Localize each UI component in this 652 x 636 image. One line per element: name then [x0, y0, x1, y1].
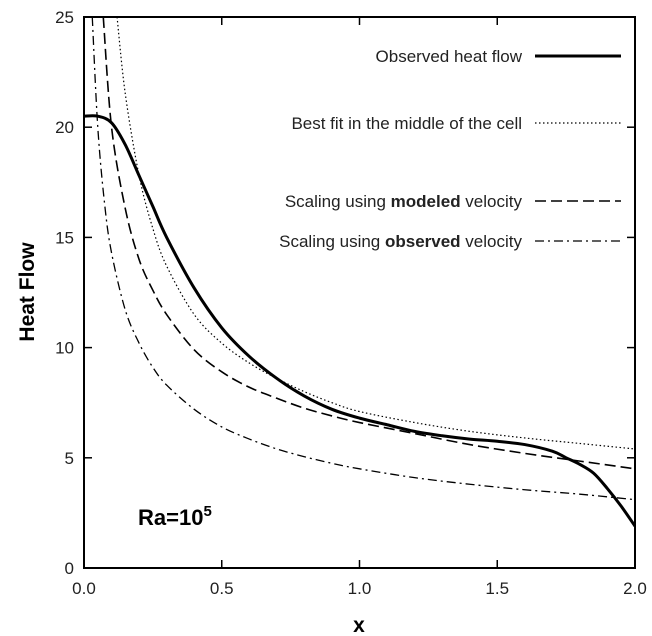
y-tick-label: 25: [55, 8, 74, 27]
plot-frame: [83, 16, 636, 569]
legend-label-2: Scaling using modeled velocity: [285, 192, 523, 211]
legend-label-part: Scaling using: [279, 232, 385, 251]
x-axis-title: x: [353, 614, 365, 636]
legend-label-part: velocity: [461, 232, 523, 251]
series-line-3: [91, 17, 635, 501]
y-tick-label: 0: [65, 559, 74, 578]
annotation-ra: Ra=105: [138, 503, 212, 530]
legend-label-part: velocity: [461, 192, 523, 211]
legend-label-part: Best fit in the middle of the cell: [291, 114, 522, 133]
y-tick-label: 5: [65, 449, 74, 468]
x-tick-label: 0.5: [210, 579, 234, 598]
legend-label-3: Scaling using observed velocity: [279, 232, 522, 251]
y-tick-label: 15: [55, 228, 74, 247]
x-tick-label: 2.0: [623, 579, 647, 598]
series-line-1: [116, 17, 635, 450]
ticks-layer: 0.0 0.5 1.0 1.5 2.0 0 5 10 15 20 25: [55, 8, 647, 598]
legend-label-0: Observed heat flow: [376, 47, 523, 66]
legend-label-part: Observed heat flow: [376, 47, 523, 66]
legend: Observed heat flow Best fit in the middle…: [279, 47, 621, 251]
annotation-exponent: 5: [203, 503, 211, 520]
y-tick-label: 10: [55, 339, 74, 358]
legend-label-1: Best fit in the middle of the cell: [291, 114, 522, 133]
series-line-0: [84, 114, 635, 527]
y-tick-label: 20: [55, 118, 74, 137]
series-line-2: [102, 17, 635, 470]
legend-label-part: observed: [385, 232, 461, 251]
series-layer: [84, 17, 635, 527]
legend-label-part: modeled: [391, 192, 461, 211]
legend-label-part: Scaling using: [285, 192, 391, 211]
annotation-base: Ra=10: [138, 505, 203, 530]
x-tick-label: 1.0: [348, 579, 372, 598]
x-tick-label: 0.0: [72, 579, 96, 598]
y-axis-title: Heat Flow: [16, 242, 39, 342]
x-tick-label: 1.5: [485, 579, 509, 598]
